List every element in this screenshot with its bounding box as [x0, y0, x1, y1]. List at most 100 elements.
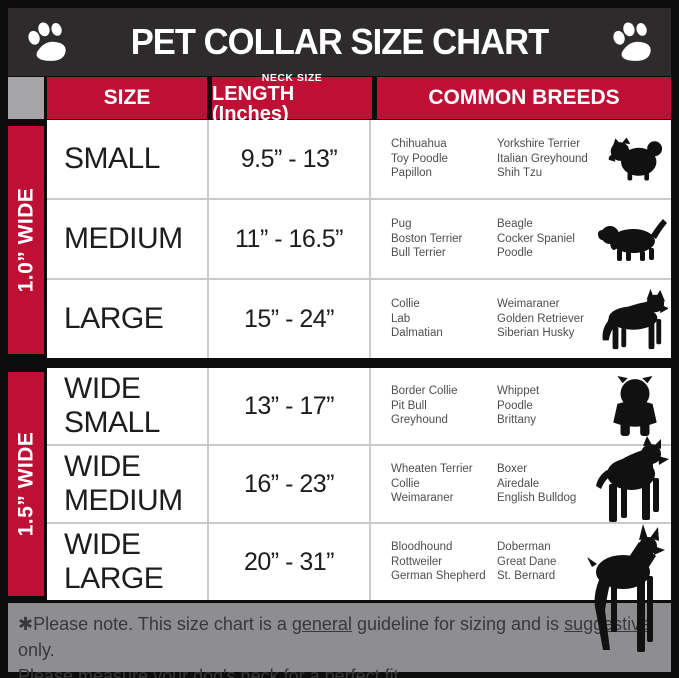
- footer-line-1: ✱Please note. This size chart is a gener…: [18, 614, 651, 660]
- breeds-list: Weimaraner Golden Retriever Siberian Hus…: [497, 297, 617, 341]
- length-cell: 13” - 17”: [244, 391, 334, 420]
- title-bar: PET COLLAR SIZE CHART: [8, 8, 671, 76]
- footer-line-2: Please measure your dog's neck for a per…: [18, 666, 399, 678]
- table-row-small: SMALL 9.5” - 13” Chihuahua Toy Poodle Pa…: [47, 120, 671, 200]
- breed-item: Pit Bull: [391, 399, 427, 412]
- doberman-silhouette-icon: [587, 524, 665, 652]
- footer-note: ✱Please note. This size chart is a gener…: [8, 603, 671, 678]
- column-separator: [369, 120, 371, 198]
- breeds-list: Doberman Great Dane St. Bernard: [497, 540, 617, 584]
- column-separator: [369, 368, 371, 444]
- side-section-1-inch-wide: 1.0” WIDE: [8, 126, 44, 354]
- breed-item: Italian Greyhound: [497, 152, 588, 165]
- breed-item: Wheaten Terrier: [391, 463, 473, 476]
- size-cell: SMALL: [47, 120, 207, 198]
- breed-item: Shih Tzu: [497, 167, 543, 180]
- paw-print-icon: [613, 22, 651, 61]
- breeds-list: Chihuahua Toy Poodle Papillon: [391, 137, 497, 181]
- breeds-list: Bloodhound Rottweiler German Shepherd: [391, 540, 497, 584]
- size-label: MEDIUM: [64, 222, 183, 255]
- size-cell: WIDE MEDIUM: [47, 446, 207, 522]
- pitbull-silhouette-icon: [596, 436, 669, 522]
- underlined-word: general: [291, 614, 352, 634]
- size-label: LARGE: [64, 562, 164, 595]
- breed-item: Boxer: [497, 463, 528, 476]
- column-header-breeds: COMMON BREEDS: [377, 77, 671, 119]
- size-label: WIDE: [64, 528, 141, 561]
- breeds-list: Beagle Cocker Spaniel Poodle: [497, 217, 617, 261]
- table-row-wide-large: WIDE LARGE 20” - 31” Bloodhound Rottweil…: [47, 524, 671, 652]
- size-label: MEDIUM: [64, 484, 183, 517]
- shepherd-silhouette-icon: [602, 288, 668, 350]
- size-label: WIDE: [64, 450, 141, 483]
- breeds-list: Whippet Poodle Brittany: [497, 384, 617, 428]
- size-cell: MEDIUM: [47, 200, 207, 278]
- column-separator: [369, 524, 371, 600]
- column-separator: [207, 524, 209, 600]
- paw-print-icon: [28, 22, 66, 61]
- breed-item: Airedale: [497, 477, 540, 490]
- breed-item: Doberman: [497, 541, 551, 554]
- breed-item: Pug: [391, 218, 412, 231]
- breeds-list: Border Collie Pit Bull Greyhound: [391, 384, 497, 428]
- breed-item: Bloodhound: [391, 541, 453, 554]
- breeds-cell: Pug Boston Terrier Bull Terrier Beagle C…: [371, 200, 671, 278]
- column-separator: [207, 446, 209, 522]
- length-cell: 20” - 31”: [244, 547, 334, 576]
- breed-item: Papillon: [391, 167, 432, 180]
- column-separator: [369, 200, 371, 278]
- breed-item: Great Dane: [497, 555, 557, 568]
- breed-item: Whippet: [497, 385, 540, 398]
- neck-size-label: NECK SIZE: [261, 71, 323, 84]
- rows-section-1: SMALL 9.5” - 13” Chihuahua Toy Poodle Pa…: [47, 120, 671, 358]
- breeds-cell: Bloodhound Rottweiler German Shepherd Do…: [371, 524, 671, 652]
- breeds-cell: Wheaten Terrier Collie Weimaraner Boxer …: [371, 436, 671, 522]
- breed-item: Weimaraner: [391, 492, 454, 505]
- section-divider: [8, 358, 671, 368]
- column-separator: [207, 120, 209, 198]
- breed-item: Poodle: [497, 399, 533, 412]
- breed-item: St. Bernard: [497, 570, 556, 583]
- breed-item: Yorkshire Terrier: [497, 138, 581, 151]
- size-label: SMALL: [64, 142, 160, 175]
- side-section-label: 1.0” WIDE: [14, 187, 38, 293]
- column-separator: [207, 200, 209, 278]
- breed-item: Greyhound: [391, 414, 448, 427]
- breeds-cell: Border Collie Pit Bull Greyhound Whippet…: [371, 368, 671, 444]
- length-cell: 16” - 23”: [244, 469, 334, 498]
- corner-square: [8, 77, 44, 119]
- rows-section-2: WIDE SMALL 13” - 17” Border Collie Pit B…: [47, 368, 671, 652]
- size-label: WIDE: [64, 372, 141, 405]
- table-row-medium: MEDIUM 11” - 16.5” Pug Boston Terrier Bu…: [47, 200, 671, 280]
- breeds-list: Yorkshire Terrier Italian Greyhound Shih…: [497, 137, 617, 181]
- page-title: PET COLLAR SIZE CHART: [130, 21, 550, 62]
- column-separator: [207, 280, 209, 358]
- breeds-list: Pug Boston Terrier Bull Terrier: [391, 217, 497, 261]
- underlined-word: suggestive: [564, 614, 651, 634]
- size-cell: WIDE LARGE: [47, 524, 207, 600]
- size-label: LARGE: [64, 302, 164, 335]
- breed-item: Poodle: [497, 247, 533, 260]
- column-header-row: SIZE NECK SIZE LENGTH (Inches) COMMON BR…: [8, 72, 671, 124]
- breed-item: Weimaraner: [497, 298, 560, 311]
- breed-item: Cocker Spaniel: [497, 232, 575, 245]
- pomeranian-silhouette-icon: [608, 137, 663, 181]
- breeds-list: Collie Lab Dalmatian: [391, 297, 497, 341]
- length-cell: 15” - 24”: [244, 304, 334, 333]
- breed-item: Beagle: [497, 218, 533, 231]
- breed-item: Bull Terrier: [391, 247, 446, 260]
- breed-item: Boston Terrier: [391, 232, 463, 245]
- table-row-wide-small: WIDE SMALL 13” - 17” Border Collie Pit B…: [47, 368, 671, 446]
- table-row-wide-medium: WIDE MEDIUM 16” - 23” Wheaten Terrier Co…: [47, 436, 671, 524]
- column-header-length: NECK SIZE LENGTH (Inches): [212, 72, 372, 124]
- length-inches-label: LENGTH (Inches): [212, 82, 295, 125]
- side-section-1-5-inch-wide: 1.5” WIDE: [8, 372, 44, 596]
- size-cell: LARGE: [47, 280, 207, 358]
- length-cell: 11” - 16.5”: [235, 224, 343, 253]
- breed-item: Golden Retriever: [497, 312, 584, 325]
- breed-item: Collie: [391, 298, 420, 311]
- size-cell: WIDE SMALL: [47, 368, 207, 444]
- breeds-list: Boxer Airedale English Bulldog: [497, 462, 617, 506]
- column-header-size: SIZE: [47, 77, 207, 119]
